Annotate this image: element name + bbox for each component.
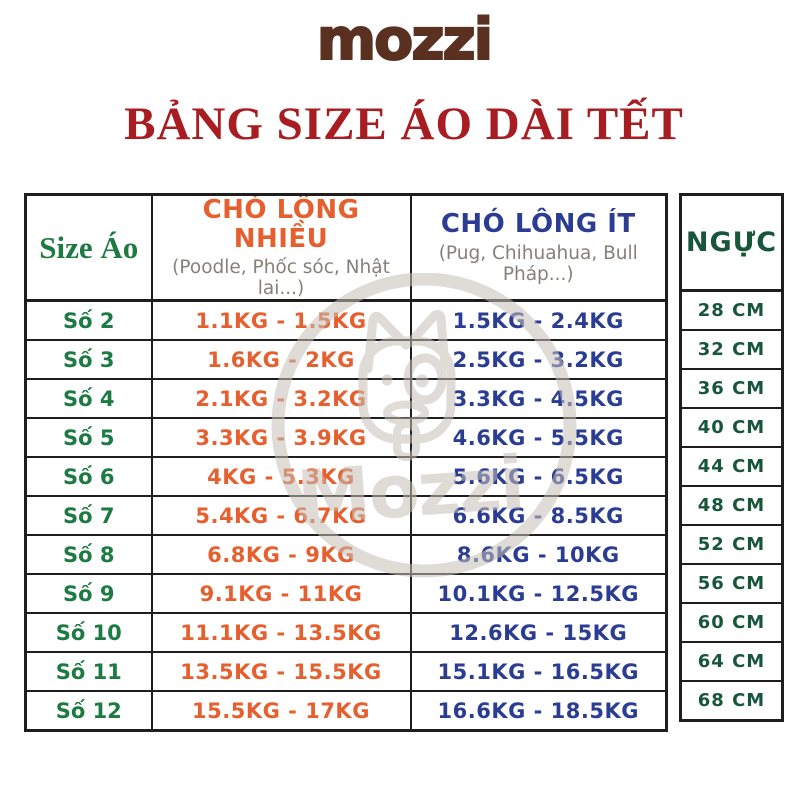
- chest-cell: 52 CM: [679, 524, 784, 565]
- size-cell: Số 10: [24, 612, 153, 654]
- fluffy-cell: 13.5KG - 15.5KG: [150, 651, 412, 693]
- table-row: 36 CM: [679, 368, 784, 409]
- table-row: Số 3 1.6KG - 2KG 2.5KG - 3.2KG: [24, 339, 668, 381]
- brand-logo: mozzi: [316, 7, 494, 73]
- table-row: Số 6 4KG - 5.3KG 5.6KG - 6.5KG: [24, 456, 668, 498]
- col-header-size: Size Áo: [24, 193, 153, 303]
- fluffy-cell: 15.5KG - 17KG: [150, 690, 412, 732]
- fluffy-cell: 5.4KG - 6.7KG: [150, 495, 412, 537]
- table-row: Số 11 13.5KG - 15.5KG 15.1KG - 16.5KG: [24, 651, 668, 693]
- col-header-short-title: CHÓ LÔNG ÍT: [440, 209, 636, 240]
- table-row: Số 8 6.8KG - 9KG 8.6KG - 10KG: [24, 534, 668, 576]
- chest-cell: 60 CM: [679, 602, 784, 643]
- size-cell: Số 7: [24, 495, 153, 537]
- fluffy-cell: 3.3KG - 3.9KG: [150, 417, 412, 459]
- table-row: Số 5 3.3KG - 3.9KG 4.6KG - 5.5KG: [24, 417, 668, 459]
- table-row: 48 CM: [679, 485, 784, 526]
- table-row: 52 CM: [679, 524, 784, 565]
- table-row: Số 10 11.1KG - 13.5KG 12.6KG - 15KG: [24, 612, 668, 654]
- short-cell: 16.6KG - 18.5KG: [409, 690, 668, 732]
- chest-cell: 32 CM: [679, 329, 784, 370]
- header-row: NGỰC: [679, 193, 784, 292]
- chest-cell: 48 CM: [679, 485, 784, 526]
- short-cell: 1.5KG - 2.4KG: [409, 299, 668, 342]
- size-cell: Số 9: [24, 573, 153, 615]
- page-title: BẢNG SIZE ÁO DÀI TẾT: [124, 98, 684, 150]
- table-row: Số 7 5.4KG - 6.7KG 6.6KG - 8.5KG: [24, 495, 668, 537]
- col-header-fluffy: CHÓ LÔNG NHIỀU (Poodle, Phốc sóc, Nhật l…: [150, 193, 412, 303]
- size-cell: Số 2: [24, 299, 153, 342]
- chest-table-body: 28 CM 32 CM 36 CM 40 CM 44 CM 48 CM 52 CM 56 CM…: [679, 289, 784, 722]
- size-cell: Số 3: [24, 339, 153, 381]
- table-row: 40 CM: [679, 407, 784, 448]
- col-header-chest: NGỰC: [679, 193, 784, 292]
- chest-cell: 44 CM: [679, 446, 784, 487]
- size-cell: Số 12: [24, 690, 153, 732]
- table-row: Số 4 2.1KG - 3.2KG 3.3KG - 4.5KG: [24, 378, 668, 420]
- short-cell: 2.5KG - 3.2KG: [409, 339, 668, 381]
- chest-cell: 36 CM: [679, 368, 784, 409]
- size-cell: Số 6: [24, 456, 153, 498]
- table-row: Số 2 1.1KG - 1.5KG 1.5KG - 2.4KG: [24, 299, 668, 342]
- size-cell: Số 4: [24, 378, 153, 420]
- chest-cell: 40 CM: [679, 407, 784, 448]
- table-row: 44 CM: [679, 446, 784, 487]
- chest-cell: 28 CM: [679, 289, 784, 331]
- fluffy-cell: 1.1KG - 1.5KG: [150, 299, 412, 342]
- size-cell: Số 5: [24, 417, 153, 459]
- size-table-chest: NGỰC 28 CM 32 CM 36 CM 40 CM 44 CM 48 CM 52 CM…: [679, 193, 784, 722]
- size-table-body: Số 2 1.1KG - 1.5KG 1.5KG - 2.4KG Số 3 1.6KG …: [24, 299, 668, 732]
- short-cell: 3.3KG - 4.5KG: [409, 378, 668, 420]
- table-row: Số 9 9.1KG - 11KG 10.1KG - 12.5KG: [24, 573, 668, 615]
- fluffy-cell: 1.6KG - 2KG: [150, 339, 412, 381]
- chest-cell: 56 CM: [679, 563, 784, 604]
- size-table-main: Size Áo CHÓ LÔNG NHIỀU (Poodle, Phốc sóc…: [24, 193, 668, 733]
- col-header-short-subtitle: (Pug, Chihuahua, Bull Pháp...): [438, 242, 638, 285]
- table-row: Số 12 15.5KG - 17KG 16.6KG - 18.5KG: [24, 690, 668, 732]
- chest-cell: 64 CM: [679, 641, 784, 682]
- col-header-fluffy-subtitle: (Poodle, Phốc sóc, Nhật lai...): [172, 257, 390, 300]
- table-row: 64 CM: [679, 641, 784, 682]
- size-table-area: Size Áo CHÓ LÔNG NHIỀU (Poodle, Phốc sóc…: [24, 193, 784, 733]
- fluffy-cell: 2.1KG - 3.2KG: [150, 378, 412, 420]
- header-row: Size Áo CHÓ LÔNG NHIỀU (Poodle, Phốc sóc…: [24, 193, 668, 303]
- table-row: 56 CM: [679, 563, 784, 604]
- fluffy-cell: 9.1KG - 11KG: [150, 573, 412, 615]
- col-header-short: CHÓ LÔNG ÍT (Pug, Chihuahua, Bull Pháp..…: [409, 193, 668, 303]
- col-header-fluffy-title: CHÓ LÔNG NHIỀU: [202, 195, 360, 254]
- short-cell: 4.6KG - 5.5KG: [409, 417, 668, 459]
- table-row: 68 CM: [679, 680, 784, 722]
- fluffy-cell: 11.1KG - 13.5KG: [150, 612, 412, 654]
- fluffy-cell: 4KG - 5.3KG: [150, 456, 412, 498]
- fluffy-cell: 6.8KG - 9KG: [150, 534, 412, 576]
- table-row: 28 CM: [679, 289, 784, 331]
- table-row: 60 CM: [679, 602, 784, 643]
- chest-cell: 68 CM: [679, 680, 784, 722]
- short-cell: 15.1KG - 16.5KG: [409, 651, 668, 693]
- short-cell: 8.6KG - 10KG: [409, 534, 668, 576]
- table-row: 32 CM: [679, 329, 784, 370]
- short-cell: 10.1KG - 12.5KG: [409, 573, 668, 615]
- size-cell: Số 11: [24, 651, 153, 693]
- short-cell: 5.6KG - 6.5KG: [409, 456, 668, 498]
- size-cell: Số 8: [24, 534, 153, 576]
- short-cell: 12.6KG - 15KG: [409, 612, 668, 654]
- short-cell: 6.6KG - 8.5KG: [409, 495, 668, 537]
